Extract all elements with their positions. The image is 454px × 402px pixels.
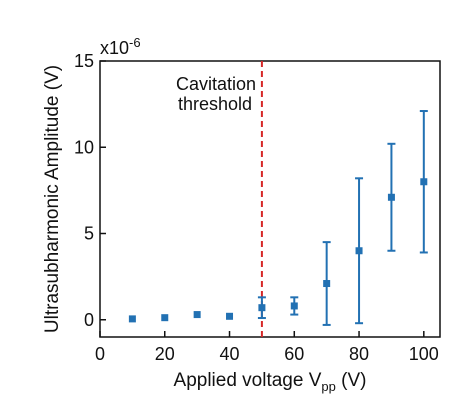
data-point [323,280,331,288]
y-tick-label: 10 [74,137,94,157]
plot-area-frame [99,60,441,338]
x-axis-title-unit: (V) [336,370,367,391]
y-tick-label: 15 [74,51,94,71]
data-point [387,193,395,201]
data-point [420,178,428,186]
x-axis-title: Applied voltage Vpp (V) [174,370,367,394]
y-multiplier-base: x10 [100,38,129,58]
data-point [290,302,298,310]
y-axis-ticks: 0 5 10 15 [74,51,106,330]
data-point [355,247,363,255]
x-tick-label: 40 [220,344,240,364]
x-axis-title-sub: pp [321,379,335,394]
y-tick-label: 5 [84,224,94,244]
x-axis-ticks: 0 20 40 60 80 100 [95,331,439,364]
x-tick-label: 60 [284,344,304,364]
data-point [193,311,201,319]
y-axis-title: Ultrasubharmonic Amplitude (V) [42,65,63,333]
x-tick-label: 20 [155,344,175,364]
data-point [226,312,234,320]
data-point [258,304,266,312]
y-multiplier-exponent: -6 [129,35,141,50]
y-tick-label: 0 [84,310,94,330]
x-tick-label: 100 [409,344,439,364]
threshold-label-line2: threshold [178,94,252,114]
x-axis-title-main: Applied voltage V [174,370,322,391]
threshold-label-line1: Cavitation [176,74,256,94]
data-point [128,315,136,323]
data-layer [128,110,428,326]
x-tick-label: 80 [349,344,369,364]
x-tick-label: 0 [95,344,105,364]
y-multiplier-label: x10-6 [100,35,141,58]
data-point [161,314,169,322]
